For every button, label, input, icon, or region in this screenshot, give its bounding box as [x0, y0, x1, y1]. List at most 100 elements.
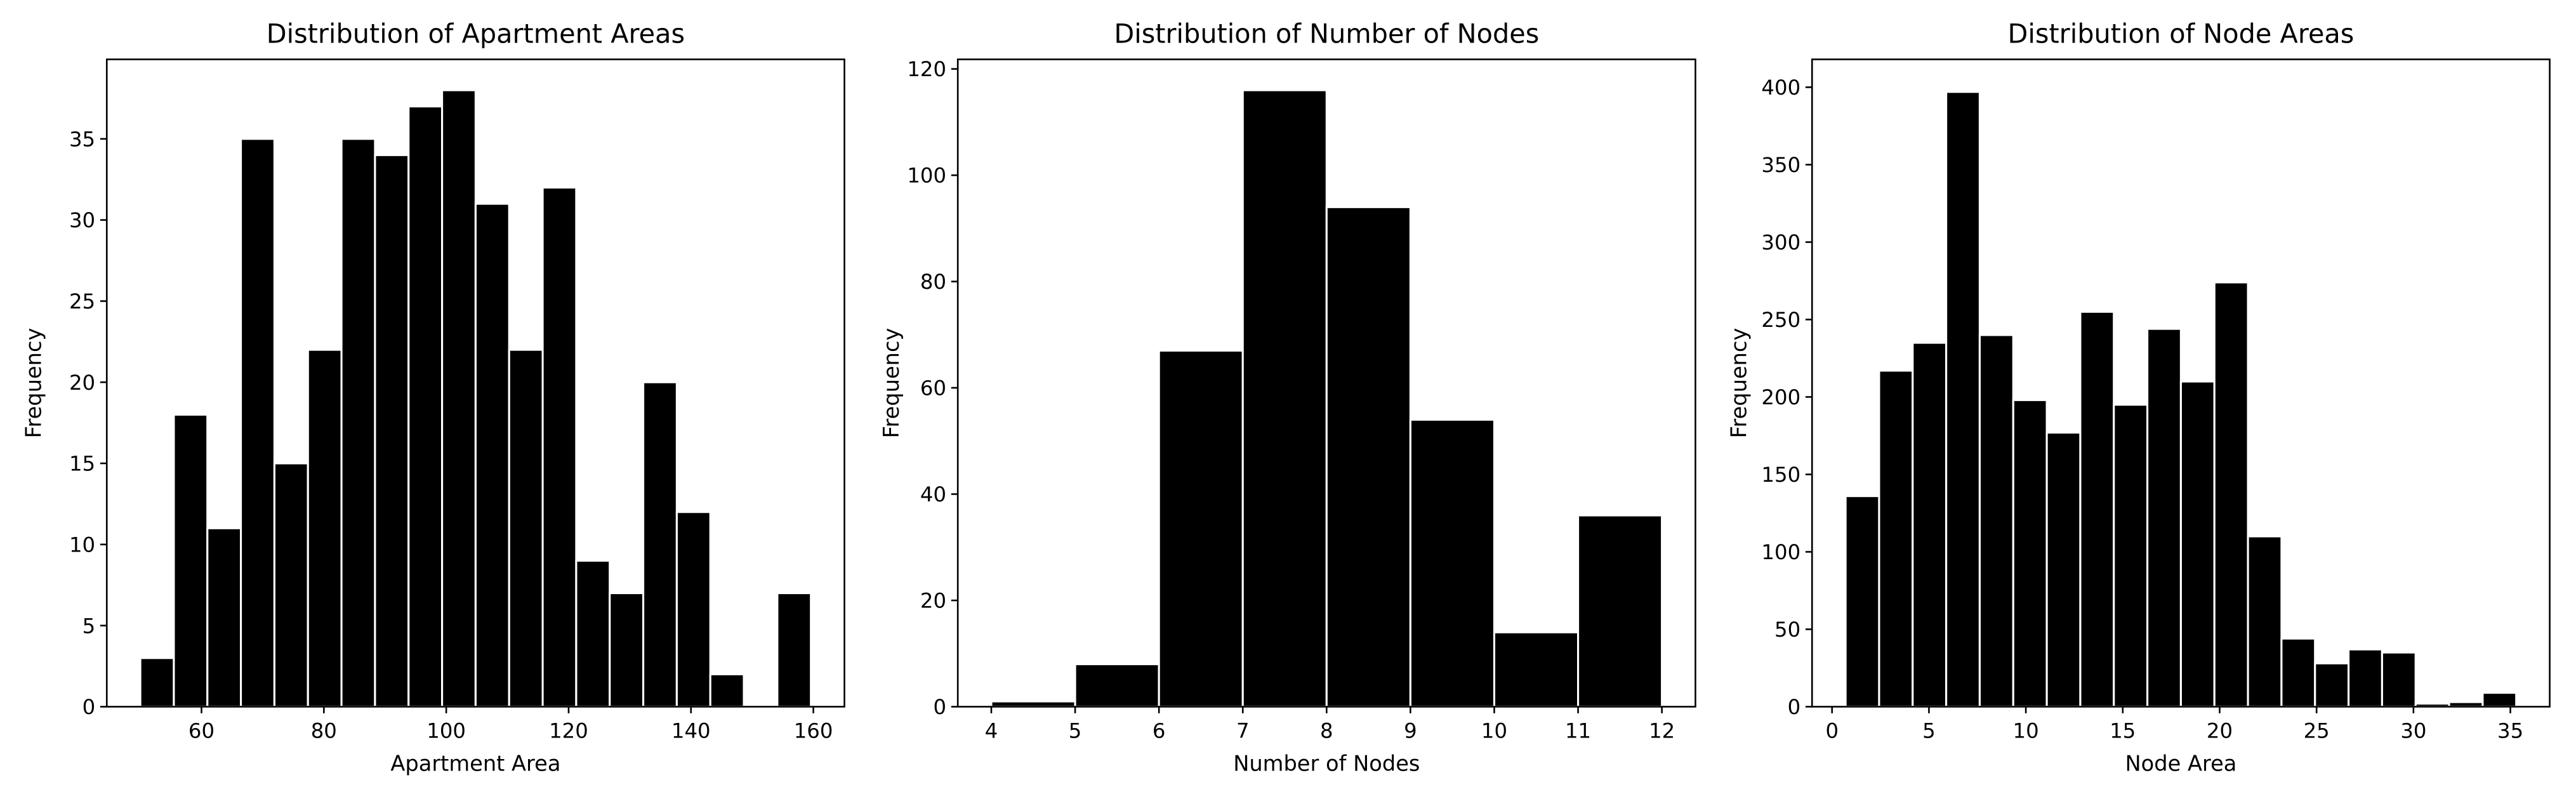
x-tick-label: 35: [2497, 719, 2523, 743]
bar: [1844, 495, 1880, 708]
y-axis-label: Frequency: [1727, 328, 1752, 439]
bar: [2213, 281, 2249, 708]
y-tick-label: 15: [69, 452, 95, 476]
y-tick-label: 150: [1761, 463, 1800, 487]
y-tick-label: 10: [69, 533, 95, 557]
bar: [2247, 535, 2283, 708]
bar: [1158, 349, 1244, 708]
y-tick-label: 60: [920, 376, 946, 400]
x-tick-label: 11: [1565, 719, 1591, 743]
bar: [474, 202, 510, 708]
bar: [1241, 89, 1328, 708]
y-tick-label: 20: [920, 589, 946, 613]
x-axis-label: Apartment Area: [390, 751, 560, 776]
x-tick-label: 80: [311, 719, 337, 743]
bar: [776, 592, 812, 708]
chart-title: Distribution of Node Areas: [2007, 19, 2354, 50]
x-tick-label: 10: [1481, 719, 1507, 743]
x-tick-label: 5: [1922, 719, 1936, 743]
y-tick-label: 250: [1761, 308, 1800, 332]
chart-title: Distribution of Apartment Areas: [267, 19, 685, 50]
bar: [173, 413, 209, 708]
bar: [1945, 91, 1981, 708]
x-tick-label: 6: [1153, 719, 1166, 743]
x-tick-label: 10: [2013, 719, 2039, 743]
y-axis-label: Frequency: [22, 328, 46, 439]
y-tick-label: 400: [1761, 76, 1800, 100]
x-axis-label: Node Area: [2125, 751, 2236, 776]
x-tick-label: 8: [1320, 719, 1333, 743]
x-tick-label: 9: [1404, 719, 1417, 743]
bar: [609, 592, 645, 708]
bar: [508, 348, 544, 708]
bar: [541, 186, 578, 708]
bar: [206, 527, 242, 708]
bar: [2280, 637, 2316, 708]
x-tick-label: 100: [426, 719, 466, 743]
bar: [1409, 418, 1496, 708]
bar: [575, 559, 611, 708]
x-tick-label: 20: [2207, 719, 2233, 743]
y-tick-label: 30: [69, 208, 95, 232]
y-tick-label: 200: [1761, 385, 1800, 409]
y-tick-label: 25: [69, 289, 95, 314]
bar: [642, 381, 678, 708]
y-tick-label: 0: [83, 695, 96, 719]
bar: [2179, 380, 2216, 708]
x-tick-label: 5: [1069, 719, 1082, 743]
bar: [2012, 399, 2048, 708]
x-tick-label: 4: [985, 719, 998, 743]
axes-frame: [956, 58, 1696, 708]
y-tick-label: 35: [69, 127, 95, 151]
bar: [240, 138, 275, 708]
x-axis-label: Number of Nodes: [1233, 751, 1420, 776]
x-tick-label: 15: [2110, 719, 2136, 743]
x-tick-label: 160: [794, 719, 833, 743]
bar: [1912, 341, 1948, 708]
x-tick-label: 120: [549, 719, 588, 743]
bar: [2348, 648, 2383, 708]
axes-frame: [1811, 58, 2551, 708]
bar: [1978, 334, 2014, 708]
y-tick-label: 0: [933, 695, 946, 719]
chart-title: Distribution of Number of Nodes: [1114, 19, 1539, 50]
y-tick-label: 120: [907, 57, 946, 81]
y-tick-label: 40: [920, 482, 946, 506]
x-tick-label: 30: [2400, 719, 2426, 743]
y-axis-label: Frequency: [879, 328, 904, 439]
bar: [1493, 631, 1580, 708]
bar: [2079, 310, 2115, 708]
y-tick-label: 50: [1774, 618, 1800, 642]
bar: [273, 462, 309, 708]
bar: [675, 511, 711, 708]
bar: [2481, 691, 2518, 708]
y-tick-label: 350: [1761, 153, 1800, 177]
bar: [307, 348, 343, 708]
bar: [2314, 662, 2350, 708]
y-tick-label: 20: [69, 371, 95, 395]
y-tick-label: 300: [1761, 230, 1800, 255]
bar: [441, 89, 477, 708]
x-tick-label: 60: [188, 719, 215, 743]
bar: [374, 154, 410, 708]
x-tick-label: 12: [1649, 719, 1675, 743]
bar: [2113, 404, 2149, 708]
x-tick-label: 7: [1236, 719, 1250, 743]
bar: [139, 657, 175, 708]
bar: [1325, 206, 1411, 708]
bar: [709, 673, 745, 708]
y-tick-label: 5: [83, 614, 96, 638]
x-tick-label: 25: [2304, 719, 2330, 743]
y-tick-label: 100: [907, 164, 946, 188]
x-tick-label: 0: [1825, 719, 1839, 743]
bar: [2045, 432, 2082, 708]
bar: [1074, 663, 1160, 708]
bar: [2381, 651, 2417, 708]
bar: [407, 105, 444, 708]
y-tick-label: 80: [920, 270, 946, 294]
y-tick-label: 0: [1788, 695, 1801, 719]
bar: [340, 138, 376, 708]
bar: [2146, 328, 2182, 708]
x-tick-label: 140: [671, 719, 711, 743]
